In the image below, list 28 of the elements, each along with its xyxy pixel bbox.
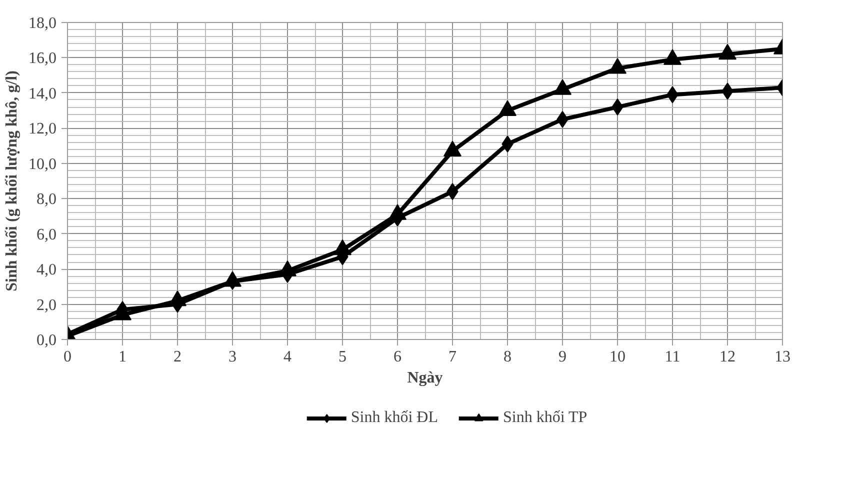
y-tick-label: 10,0 (28, 156, 56, 173)
legend-label: Sinh khối ĐL (350, 409, 438, 427)
y-axis-title: Sinh khối (g khối lượng khô, g/l) (4, 70, 20, 292)
y-tick-label: 12,0 (28, 120, 56, 138)
y-tick-label: 0,0 (36, 332, 56, 349)
x-tick-label: 1 (118, 348, 126, 366)
x-tick-label: 5 (338, 348, 346, 366)
y-tick-label: 16,0 (28, 50, 56, 68)
x-axis-title: Ngày (407, 370, 443, 386)
x-tick-label: 0 (64, 348, 72, 366)
y-tick-label: 18,0 (28, 15, 56, 32)
x-tick-label: 10 (610, 348, 626, 366)
legend-label: Sinh khối TP (502, 409, 588, 427)
x-tick-label: 4 (284, 348, 292, 366)
y-tick-label: 2,0 (36, 296, 56, 314)
x-tick-label: 3 (228, 348, 236, 366)
y-tick-label: 8,0 (36, 191, 56, 208)
x-tick-label: 13 (774, 348, 790, 366)
x-tick-label: 6 (394, 348, 402, 366)
x-tick-label: 11 (664, 348, 680, 366)
y-tick-label: 14,0 (28, 85, 56, 102)
x-tick-label: 12 (720, 348, 736, 366)
y-tick-label: 4,0 (36, 262, 56, 279)
y-tick-label: 6,0 (36, 226, 56, 244)
x-tick-label: 8 (504, 348, 512, 366)
x-tick-label: 7 (448, 348, 456, 366)
x-tick-label: 9 (558, 348, 566, 366)
x-tick-label: 2 (174, 348, 182, 366)
